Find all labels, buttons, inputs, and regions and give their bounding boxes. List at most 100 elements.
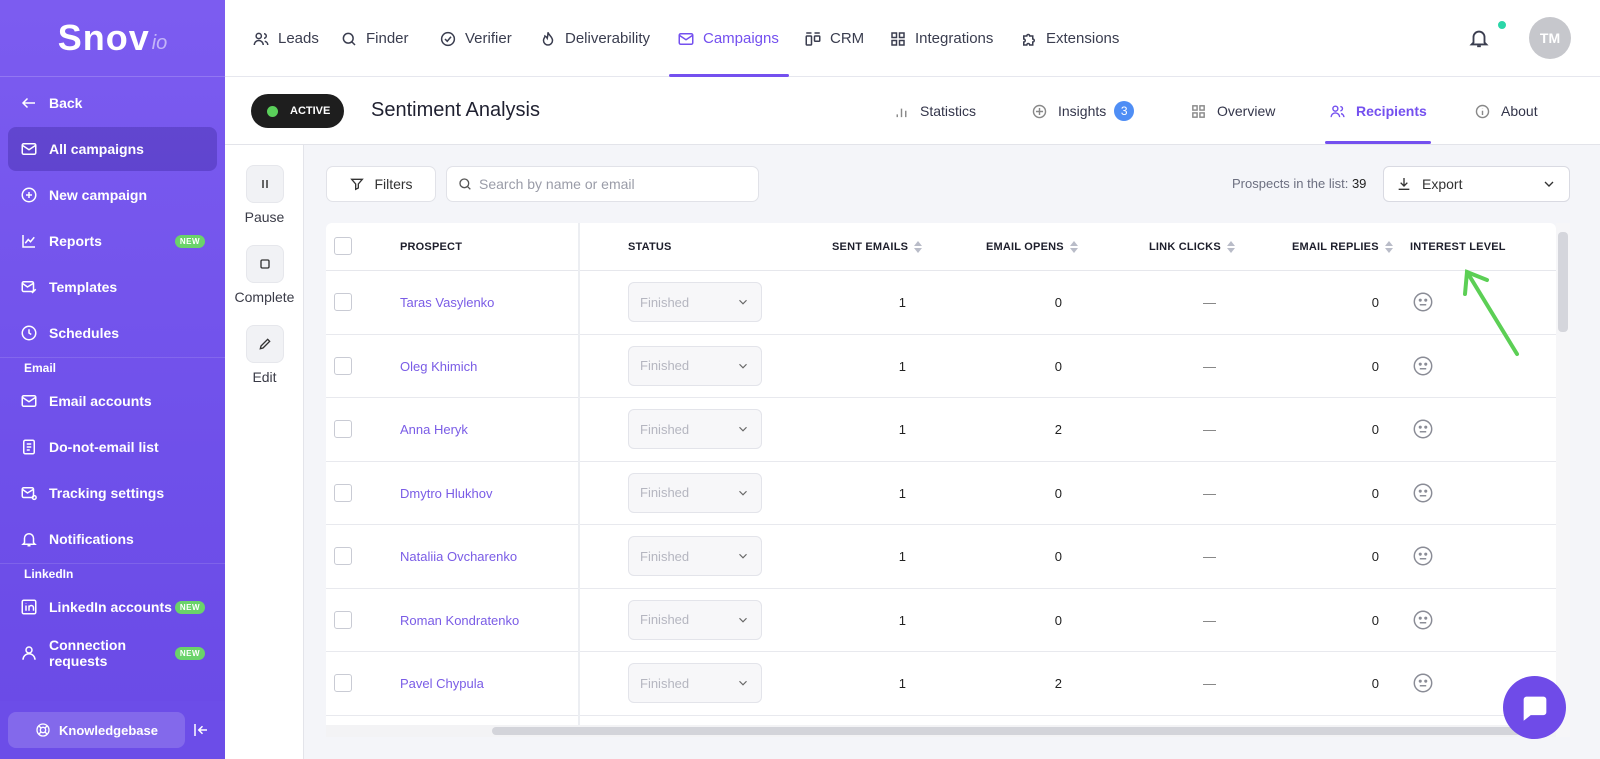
search-input[interactable] — [479, 176, 739, 192]
table-row: Nataliia Ovcharenko Finished 1 0 — 0 — [326, 525, 1556, 589]
status-dot — [267, 105, 278, 117]
row-checkbox[interactable] — [334, 293, 352, 311]
edit-button[interactable]: Edit — [225, 325, 304, 385]
mail-edit-icon — [21, 281, 37, 294]
info-icon — [1475, 104, 1490, 118]
page-title: Sentiment Analysis — [371, 99, 540, 121]
neutral-face-icon[interactable] — [1412, 672, 1434, 694]
export-dropdown[interactable]: Export — [1383, 166, 1570, 202]
sent-emails-value: 1 — [898, 485, 906, 501]
link-clicks-value: — — [1203, 549, 1216, 564]
sort-icon — [914, 241, 923, 253]
header-sent-emails[interactable]: SENT EMAILS — [832, 223, 923, 271]
pause-button[interactable]: Pause — [225, 165, 304, 225]
row-checkbox[interactable] — [334, 483, 352, 502]
neutral-face-icon[interactable] — [1412, 291, 1434, 313]
tab-statistics[interactable]: Statistics — [893, 77, 976, 145]
collapse-sidebar-button[interactable] — [185, 721, 217, 739]
users-icon — [1330, 104, 1345, 117]
sidebar-item-do-not-email[interactable]: Do-not-email list — [8, 425, 217, 469]
sent-emails-value: 1 — [898, 358, 906, 374]
tab-overview[interactable]: Overview — [1190, 77, 1275, 145]
header-email-opens[interactable]: EMAIL OPENS — [986, 223, 1078, 271]
nav-leads[interactable]: Leads — [252, 0, 319, 77]
status-select[interactable]: Finished — [628, 663, 762, 703]
sidebar-item-connection-requests[interactable]: Connection requests NEW — [8, 631, 217, 675]
sidebar-item-tracking-settings[interactable]: Tracking settings — [8, 471, 217, 515]
nav-verifier[interactable]: Verifier — [439, 0, 512, 77]
horizontal-scrollbar[interactable] — [492, 727, 1552, 735]
header-email-replies[interactable]: EMAIL REPLIES — [1292, 223, 1393, 271]
knowledgebase-button[interactable]: Knowledgebase — [8, 712, 185, 748]
chat-button[interactable] — [1503, 676, 1566, 739]
row-checkbox[interactable] — [334, 547, 352, 565]
back-button[interactable]: Back — [8, 81, 217, 125]
complete-button[interactable]: Complete — [225, 245, 304, 305]
mail-icon — [21, 143, 37, 155]
filters-button[interactable]: Filters — [326, 166, 436, 202]
email-replies-value: 0 — [1371, 295, 1379, 310]
logo[interactable]: Snov io — [0, 0, 225, 77]
tab-about[interactable]: About — [1474, 77, 1538, 145]
chevron-down-icon — [1544, 181, 1554, 187]
row-checkbox[interactable] — [334, 420, 352, 438]
sidebar-item-schedules[interactable]: Schedules — [8, 311, 217, 355]
puzzle-icon — [1023, 33, 1035, 46]
table-body: Taras Vasylenko Finished 1 0 — 0 Oleg Khimich F… — [326, 271, 1556, 716]
row-checkbox[interactable] — [334, 674, 352, 692]
status-select[interactable]: Finished — [628, 345, 762, 386]
neutral-face-icon[interactable] — [1412, 418, 1434, 440]
prospect-name-link[interactable]: Pavel Chypula — [400, 676, 484, 691]
sidebar-item-email-accounts[interactable]: Email accounts — [8, 379, 217, 423]
status-badge[interactable]: ACTIVE — [251, 94, 344, 128]
users-icon — [253, 32, 269, 45]
avatar[interactable]: TM — [1529, 17, 1571, 59]
header-prospect[interactable]: PROSPECT — [400, 241, 463, 253]
status-select[interactable]: Finished — [628, 409, 762, 449]
vertical-scrollbar[interactable] — [1558, 232, 1568, 332]
status-select[interactable]: Finished — [628, 282, 762, 322]
prospect-name-link[interactable]: Oleg Khimich — [400, 358, 478, 374]
sidebar-item-templates[interactable]: Templates — [8, 265, 217, 309]
mail-icon — [678, 32, 694, 45]
prospect-name-link[interactable]: Anna Heryk — [400, 422, 468, 437]
neutral-face-icon[interactable] — [1412, 482, 1434, 504]
neutral-face-icon[interactable] — [1412, 355, 1434, 377]
campaign-actions: Pause Complete Edit — [225, 145, 304, 759]
prospect-name-link[interactable]: Roman Kondratenko — [400, 612, 520, 628]
nav-integrations[interactable]: Integrations — [889, 0, 993, 77]
check-circle-icon — [440, 31, 456, 46]
notifications-bell-icon[interactable] — [1468, 27, 1490, 49]
sidebar-item-new-campaign[interactable]: New campaign — [8, 173, 217, 217]
nav-campaigns[interactable]: Campaigns — [669, 0, 789, 77]
link-clicks-value: — — [1203, 676, 1216, 691]
annotation-arrow-icon — [1463, 269, 1519, 356]
select-all-checkbox[interactable] — [334, 237, 352, 255]
prospect-name-link[interactable]: Dmytro Hlukhov — [400, 485, 493, 501]
sidebar-item-notifications[interactable]: Notifications — [8, 517, 217, 561]
status-select[interactable]: Finished — [628, 472, 762, 513]
row-checkbox[interactable] — [334, 356, 352, 375]
status-select[interactable]: Finished — [628, 599, 762, 640]
neutral-face-icon[interactable] — [1412, 609, 1434, 631]
table-row: Pavel Chypula Finished 1 2 — 0 — [326, 652, 1556, 716]
email-replies-value: 0 — [1371, 358, 1379, 374]
sidebar-item-all-campaigns[interactable]: All campaigns — [8, 127, 217, 171]
prospect-name-link[interactable]: Taras Vasylenko — [400, 295, 495, 310]
neutral-face-icon[interactable] — [1412, 545, 1434, 567]
nav-finder[interactable]: Finder — [340, 0, 409, 77]
status-select[interactable]: Finished — [628, 536, 762, 576]
header-link-clicks[interactable]: LINK CLICKS — [1149, 223, 1235, 271]
nav-deliverability[interactable]: Deliverability — [539, 0, 650, 77]
mail-settings-icon — [21, 487, 37, 501]
sent-emails-value: 1 — [898, 676, 906, 691]
sidebar-item-linkedin-accounts[interactable]: LinkedIn accounts NEW — [8, 585, 217, 629]
tab-recipients[interactable]: Recipients — [1325, 77, 1431, 145]
nav-extensions[interactable]: Extensions — [1020, 0, 1119, 77]
sidebar-item-reports[interactable]: Reports NEW — [8, 219, 217, 263]
header-status[interactable]: STATUS — [628, 241, 672, 253]
prospect-name-link[interactable]: Nataliia Ovcharenko — [400, 549, 518, 564]
nav-crm[interactable]: CRM — [804, 0, 864, 77]
tab-insights[interactable]: Insights 3 — [1031, 77, 1135, 145]
row-checkbox[interactable] — [334, 610, 352, 629]
